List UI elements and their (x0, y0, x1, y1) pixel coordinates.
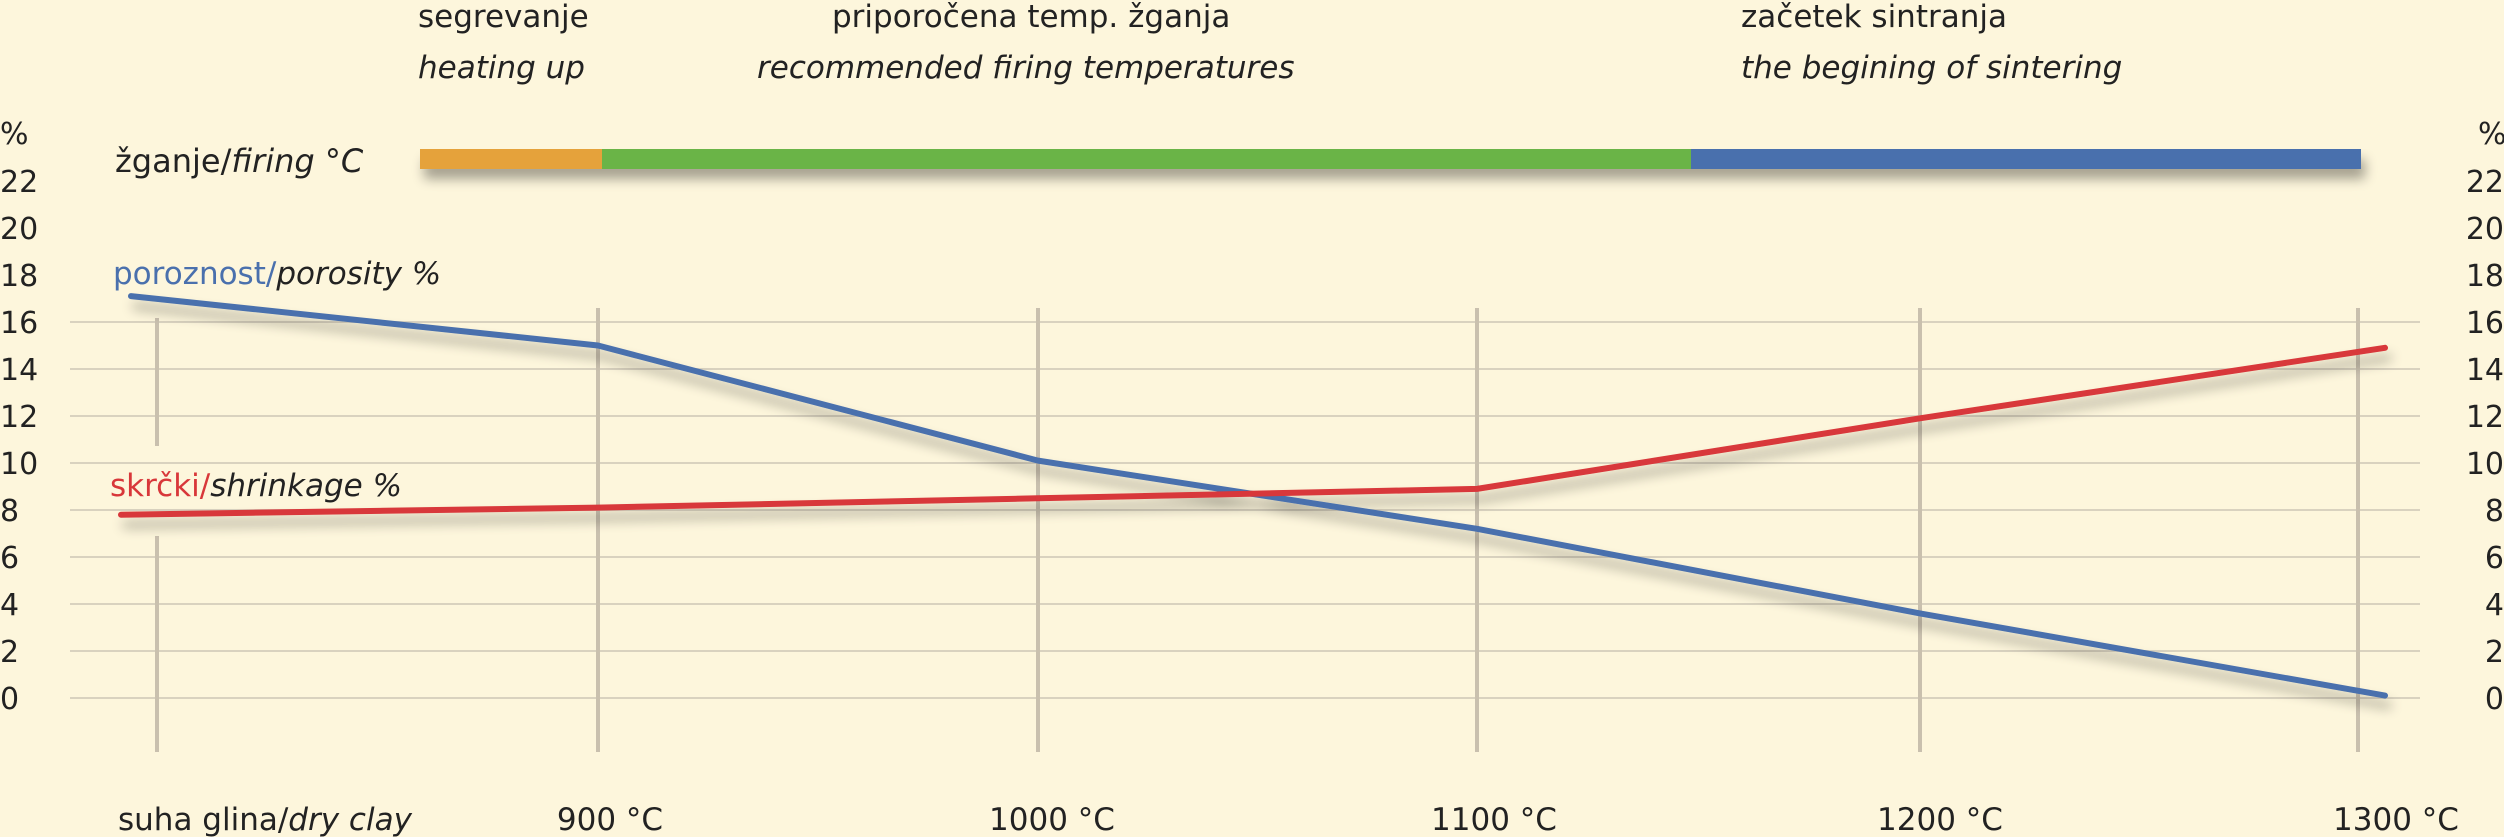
phase-bar-recommended (602, 149, 1691, 169)
y-tick-right-22: 22 (2466, 165, 2504, 200)
y-tick-left-6: 6 (0, 541, 19, 576)
y-tick-right-2: 2 (2485, 635, 2504, 670)
data-point-1-1 (595, 505, 601, 511)
x-tick-label: 1300 °C (2333, 802, 2459, 837)
data-point-0-1 (595, 343, 601, 348)
data-point-1-5 (2382, 345, 2388, 351)
y-tick-left-12: 12 (0, 400, 38, 435)
vertical-guides (155, 308, 2360, 752)
y-tick-left-8: 8 (0, 494, 19, 529)
phase-title-heating: segrevanje (418, 0, 589, 35)
x-tick-label: 1000 °C (989, 802, 1115, 837)
data-point-1-4 (1917, 415, 1923, 421)
y-tick-left-14: 14 (0, 353, 38, 388)
phase-bar-sintering (1691, 149, 2361, 169)
y-tick-left-22: 22 (0, 165, 38, 200)
series-label-porosity-eng: porosity % (275, 256, 441, 292)
data-point-1-2 (1035, 495, 1041, 501)
data-point-0-4 (1917, 610, 1923, 616)
firing-label-slo: žganje/ (115, 142, 232, 180)
y-tick-right-10: 10 (2466, 447, 2504, 482)
y-tick-left-4: 4 (0, 588, 19, 623)
phase-bar-heating (420, 149, 602, 169)
data-point-0-2 (1035, 458, 1041, 464)
y-tick-right-8: 8 (2485, 494, 2504, 529)
y-tick-right-14: 14 (2466, 353, 2504, 388)
y-tick-left-18: 18 (0, 259, 38, 294)
y-tick-right-0: 0 (2485, 682, 2504, 717)
y-tick-left-20: 20 (0, 212, 38, 247)
phase-bar (420, 149, 2361, 169)
y-tick-right-12: 12 (2466, 400, 2504, 435)
x-tick-label: suha glina/ (118, 802, 289, 837)
x-tick-label: 1100 °C (1431, 802, 1557, 837)
x-tick-3: 1100 °C (1431, 802, 1557, 837)
y-tick-right-6: 6 (2485, 541, 2504, 576)
phase-title-sintering: začetek sintranja (1741, 0, 2007, 35)
firing-label: žganje/firing °C (115, 142, 364, 180)
y-tick-left-2: 2 (0, 635, 19, 670)
y-tick-left-16: 16 (0, 306, 38, 341)
y-unit-right: % (2478, 117, 2504, 152)
series-label-porosity-slo: poroznost/ (113, 256, 277, 292)
y-tick-right-18: 18 (2466, 259, 2504, 294)
y-tick-right-20: 20 (2466, 212, 2504, 247)
series-line-1 (118, 344, 2388, 518)
y-tick-left-0: 0 (0, 682, 19, 717)
series-label-shrinkage-slo: skrčki/ (110, 468, 211, 504)
x-tick-0: suha glina/dry clay (118, 802, 413, 837)
phase-subtitle-heating: heating up (418, 50, 585, 86)
firing-label-eng: firing °C (231, 142, 363, 180)
y-tick-right-4: 4 (2485, 588, 2504, 623)
x-tick-4: 1200 °C (1877, 802, 2003, 837)
x-tick-5: 1300 °C (2333, 802, 2459, 837)
phase-headers: segrevanje heating up priporočena temp. … (418, 0, 2122, 86)
series-label-shrinkage: skrčki/shrinkage % (110, 468, 402, 504)
data-point-1-3 (1474, 486, 1480, 492)
x-ticks: suha glina/dry clay 900 °C 1000 °C 1100 °C 1… (118, 802, 2459, 837)
series-label-porosity: poroznost/porosity % (113, 256, 441, 292)
phase-subtitle-recommended: recommended firing temperatures (757, 50, 1294, 86)
x-tick-label: 1200 °C (1877, 802, 2003, 837)
data-point-0-0 (128, 293, 134, 299)
y-tick-left-10: 10 (0, 447, 38, 482)
x-tick-label: 900 °C (557, 802, 663, 837)
data-point-1-0 (118, 512, 124, 518)
x-tick-2: 1000 °C (989, 802, 1115, 837)
y-unit-left: % (0, 117, 29, 152)
data-point-0-5 (2382, 693, 2388, 699)
data-point-0-3 (1474, 526, 1480, 532)
phase-title-recommended: priporočena temp. žganja (832, 0, 1230, 35)
phase-subtitle-sintering: the begining of sintering (1741, 50, 2122, 86)
series-label-shrinkage-eng: shrinkage % (210, 468, 402, 504)
x-tick-label-italic: dry clay (288, 802, 412, 837)
x-tick-1: 900 °C (557, 802, 663, 837)
y-tick-right-16: 16 (2466, 306, 2504, 341)
series-lines (118, 293, 2388, 699)
